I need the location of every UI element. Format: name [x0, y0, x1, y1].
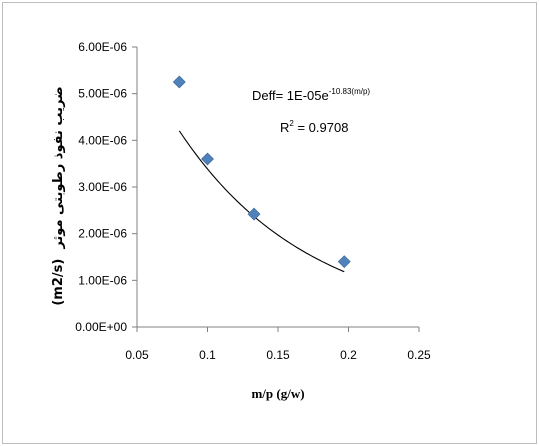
x-tick-label: 0.2: [340, 348, 357, 362]
x-ticks: 0.05 0.1 0.15 0.2 0.25: [125, 327, 431, 362]
data-point-diamond: [247, 207, 261, 221]
x-tick-label: 0.15: [266, 348, 290, 362]
r2-label: R: [280, 120, 289, 135]
y-ticks: 0.00E+00 1.00E-06 2.00E-06 3.00E-06 4.00E-06…: [75, 40, 137, 334]
y-axis-label-persian: ضریب نفوذ رطوبتی موثر: [51, 86, 66, 249]
trendline-group: [178, 130, 345, 273]
x-axis-label: m/p (g/w): [251, 386, 304, 401]
r2-value: = 0.9708: [294, 120, 349, 135]
y-axis-label-unit: (m2/s): [51, 259, 66, 306]
y-tick-label: 1.00E-06: [78, 273, 127, 287]
svg-text:(m2/s) ضریب نفوذ رطوبتی: (m2/s) ضریب نفوذ رطوبتی موثر: [49, 86, 66, 305]
data-point-diamond: [172, 75, 186, 89]
x-tick-label: 0.05: [125, 348, 149, 362]
x-tick-label: 0.1: [199, 348, 216, 362]
equation-exponent: -10.83(m/p): [329, 87, 371, 96]
r2-sup: 2: [289, 119, 294, 128]
data-points: [172, 75, 351, 269]
equation-prefix: Deff= 1E-05e: [252, 88, 329, 103]
x-tick-label: 0.25: [407, 348, 431, 362]
y-tick-label: 4.00E-06: [78, 133, 127, 147]
y-tick-label: 2.00E-06: [78, 227, 127, 241]
y-tick-label: 6.00E-06: [78, 40, 127, 54]
y-tick-label: 5.00E-06: [78, 87, 127, 101]
trendline-curve: [178, 130, 345, 273]
y-tick-label: 0.00E+00: [75, 320, 127, 334]
y-axis-label-group: (m2/s) ضریب نفوذ رطوبتی موثر: [49, 86, 66, 305]
r-squared-label: R2 = 0.9708: [280, 119, 348, 135]
data-point-diamond: [337, 255, 351, 269]
y-tick-label: 3.00E-06: [78, 180, 127, 194]
trendline-equation: Deff= 1E-05e-10.83(m/p): [252, 87, 370, 103]
data-point-diamond: [201, 152, 214, 166]
